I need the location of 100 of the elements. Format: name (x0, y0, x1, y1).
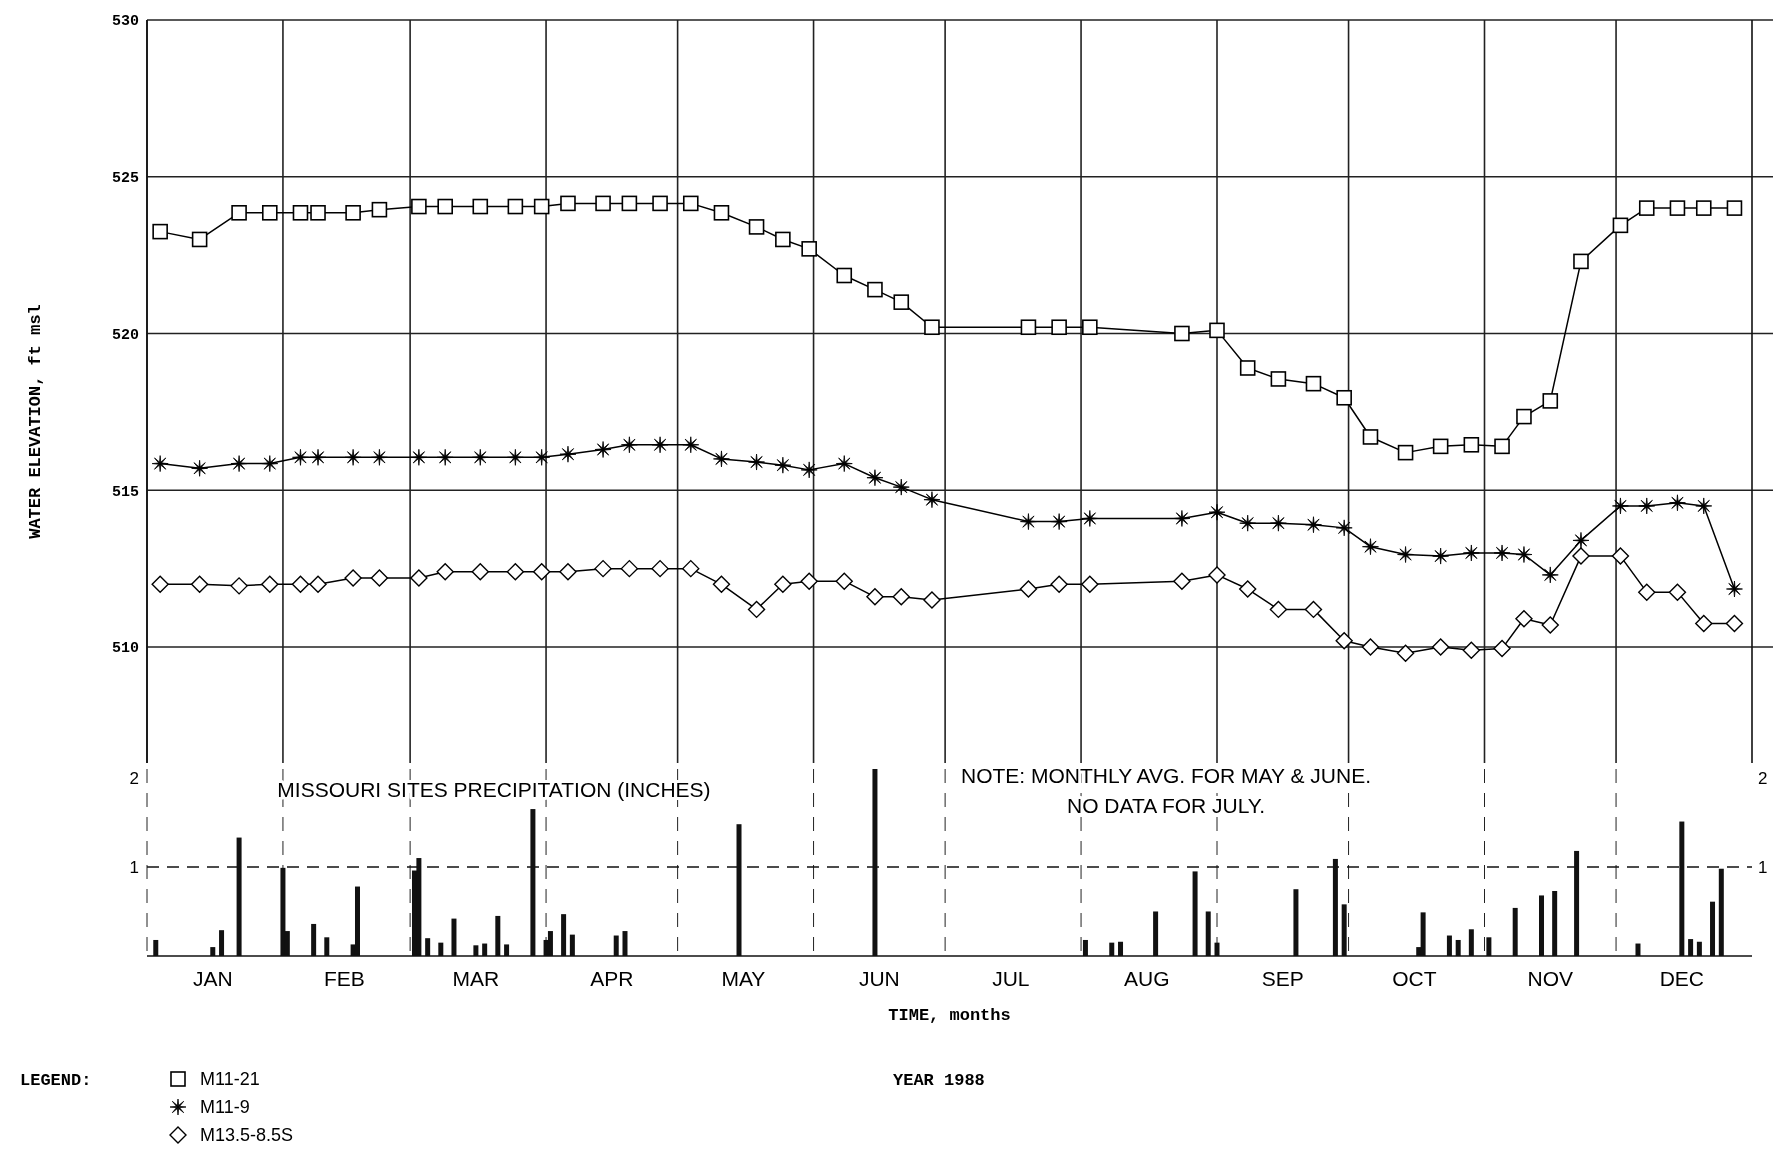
point (559, 563, 577, 581)
y2-tick-label: 2 (1758, 768, 1768, 788)
point (436, 448, 454, 466)
point (1725, 614, 1744, 633)
point (1396, 644, 1415, 662)
point (1082, 319, 1098, 336)
point (1669, 200, 1686, 216)
point (231, 205, 247, 221)
legend-label: M13.5-8.5S (200, 1125, 294, 1145)
point (1051, 319, 1067, 336)
point (1668, 583, 1687, 601)
point (1269, 514, 1287, 532)
point (652, 195, 668, 212)
legend-title: LEGEND: (20, 1071, 92, 1090)
point (620, 436, 638, 454)
point (1573, 253, 1589, 270)
point (594, 441, 612, 458)
point (309, 448, 327, 466)
point (1611, 547, 1630, 565)
point (309, 575, 327, 593)
text: YEAR 1988 (893, 1071, 985, 1090)
point (1081, 575, 1099, 593)
point (1612, 497, 1629, 515)
annotation: NO DATA FOR JULY. (1067, 794, 1265, 817)
point (471, 563, 489, 581)
x-tick-label: FEB (323, 967, 365, 990)
point (344, 569, 362, 587)
point (1174, 325, 1190, 342)
point (774, 456, 792, 474)
chart-title: MISSOURI SITES PRECIPITATION (INCHES) (277, 778, 711, 801)
point (748, 453, 765, 471)
x-tick-label: OCT (1392, 967, 1437, 990)
point (1397, 444, 1414, 461)
point (1209, 322, 1225, 339)
point (1208, 566, 1226, 584)
point (1362, 429, 1379, 445)
point (230, 577, 248, 595)
point (410, 448, 428, 466)
x-tick-label: APR (590, 967, 634, 990)
point (836, 267, 853, 284)
point (1638, 200, 1655, 216)
point (1305, 375, 1322, 392)
point (1638, 583, 1656, 601)
point (1695, 614, 1713, 633)
point (560, 195, 576, 212)
point (1270, 371, 1287, 387)
point (1462, 544, 1480, 562)
point (411, 198, 427, 215)
point (800, 461, 818, 479)
point (1239, 580, 1257, 598)
y-tick-label: 530 (111, 13, 139, 31)
x-tick-label: SEP (1261, 967, 1304, 990)
point (471, 448, 489, 466)
point (1081, 510, 1099, 527)
point (1397, 546, 1414, 563)
x-tick-label: JUN (858, 967, 900, 990)
point (1493, 544, 1511, 562)
point (1173, 510, 1191, 527)
point (866, 588, 884, 606)
point (190, 575, 209, 593)
point (892, 478, 910, 496)
point (867, 281, 883, 298)
point (712, 575, 731, 593)
point (532, 563, 551, 581)
point (1463, 437, 1480, 453)
point (261, 455, 279, 473)
point (230, 455, 248, 473)
point (1726, 200, 1743, 216)
point (713, 205, 730, 221)
point (651, 436, 669, 454)
point (437, 198, 453, 215)
point (191, 459, 209, 477)
point (1020, 319, 1037, 336)
x-tick-label: MAR (452, 967, 500, 990)
point (801, 241, 817, 257)
point (1638, 497, 1656, 515)
x-tick-label: NOV (1527, 967, 1574, 990)
point (559, 445, 577, 463)
point (1019, 580, 1038, 598)
point (594, 559, 612, 578)
point (893, 294, 910, 310)
point (835, 572, 853, 590)
point (923, 591, 941, 609)
point (151, 455, 169, 473)
point (371, 201, 388, 218)
point (506, 563, 525, 581)
point (292, 205, 309, 221)
point (800, 572, 818, 590)
point (892, 588, 910, 606)
y-tick-label: 2 (129, 768, 139, 788)
point (371, 448, 388, 466)
point (1669, 494, 1686, 512)
point (1542, 393, 1559, 409)
point (436, 563, 454, 581)
point (191, 231, 208, 248)
y-tick-label: 510 (111, 640, 139, 658)
point (748, 219, 765, 235)
point (1208, 503, 1226, 521)
y2-tick-label: 1 (1758, 857, 1768, 877)
x-tick-label: AUG (1124, 967, 1170, 990)
